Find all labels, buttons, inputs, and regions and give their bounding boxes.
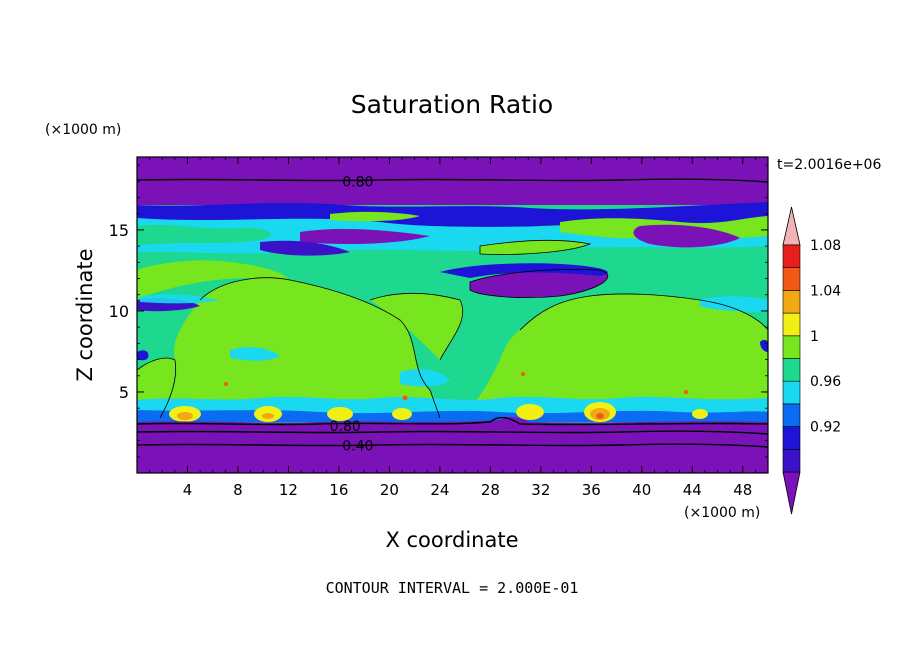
colorbar-label-3: 0.96 [810,374,841,390]
colorbar-bottom-arrow [782,471,801,515]
x-tick-label-10: 44 [683,481,702,499]
x-axis-label: X coordinate [385,528,518,552]
x-axis: 4 8 12 16 20 24 28 32 36 40 44 48 [149,157,756,499]
colorbar-swatch-7 [782,290,801,314]
colorbar-label-9: 1.08 [810,238,841,254]
contour-labels: 0.80 0.80 0.40 [330,174,374,454]
y-axis-label: Z coordinate [73,248,97,381]
time-label: t=2.0016e+06 [777,157,881,173]
colorbar-swatch-2 [782,403,801,427]
x-tick-label-1: 8 [233,481,243,499]
y-unit-label: (×1000 m) [45,122,121,138]
contour-interval-footer: CONTOUR INTERVAL = 2.000E-01 [326,579,579,597]
convective-cells [169,372,708,422]
x-tick-label-0: 4 [183,481,193,499]
colorbar-swatch-5 [782,335,801,359]
colorbar-label-1: 0.92 [810,420,841,436]
contour-field [137,157,768,473]
colorbar-swatch-6 [782,312,801,337]
x-tick-label-8: 36 [582,481,601,499]
contour-label-2: 0.40 [342,438,373,454]
x-tick-label-6: 28 [481,481,500,499]
colorbar-swatch-9 [782,244,801,269]
colorbar-swatch-3 [782,380,801,405]
colorbar-label-5: 1 [810,329,819,345]
chart-title: Saturation Ratio [351,90,553,119]
x-tick-label-5: 24 [430,481,449,499]
colorbar-swatch-4 [782,358,801,382]
y-tick-label-1: 10 [109,302,129,321]
x-tick-label-3: 16 [329,481,348,499]
x-tick-label-9: 40 [632,481,651,499]
x-tick-label-4: 20 [380,481,399,499]
colorbar-label-7: 1.04 [810,283,841,299]
x-tick-label-2: 12 [279,481,298,499]
y-tick-label-2: 15 [109,221,129,240]
colorbar-top-arrow [782,206,801,246]
x-unit-label: (×1000 m) [684,505,760,521]
colorbar: 0.92 0.96 1 1.04 1.08 [782,206,841,515]
colorbar-swatch-1 [782,426,801,450]
y-tick-label-0: 5 [119,383,129,402]
colorbar-swatch-8 [782,267,801,291]
x-tick-label-7: 32 [531,481,550,499]
x-tick-label-11: 48 [733,481,752,499]
contour-label-0: 0.80 [342,174,373,190]
y-axis: 5 10 15 [109,164,768,458]
contour-label-1: 0.80 [330,419,361,435]
colorbar-swatch-0 [782,448,801,473]
